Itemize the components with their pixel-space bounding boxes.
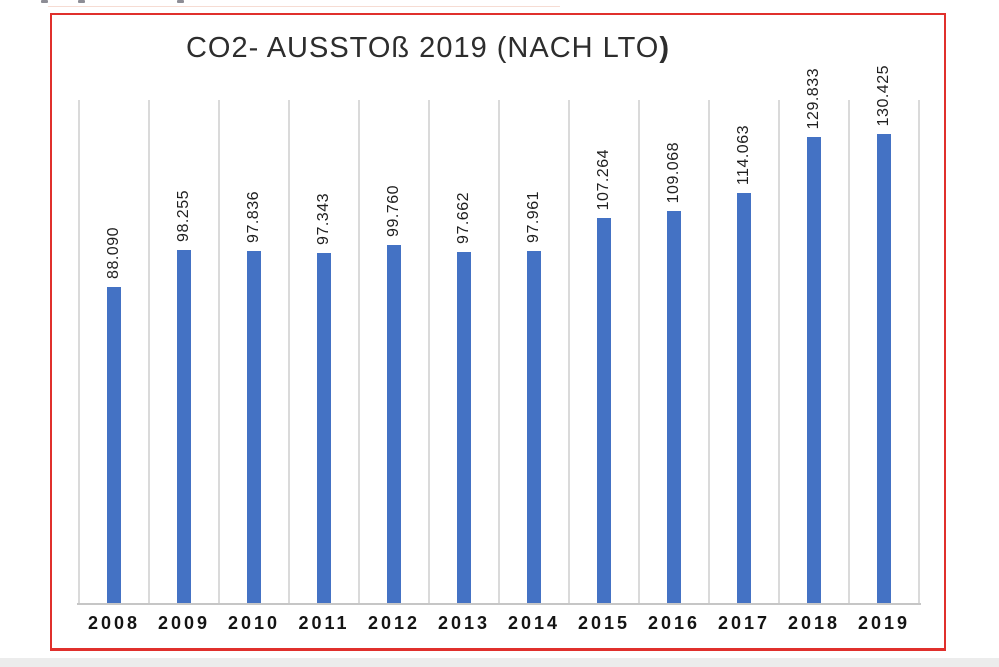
page-edge-strip	[0, 658, 999, 667]
x-tick-label-2011: 2011	[298, 613, 350, 633]
bar-value-label: 114.063	[735, 124, 752, 185]
gridline	[638, 100, 640, 603]
bar-value-label: 129.833	[805, 67, 822, 129]
chart-title-text: CO2- AUSSTOß 2019 (NACH LTO	[185, 32, 660, 64]
bar-2009	[177, 250, 191, 603]
bar-value-label: 97.343	[315, 193, 332, 245]
bar-2015	[597, 218, 611, 603]
x-axis-tick-labels: 2008 2009 2010 2011 2012 2013 2014 2015 2016 2017…	[79, 613, 919, 641]
bar-value-label: 88.090	[105, 227, 122, 279]
bar-value-label: 130.425	[875, 64, 892, 126]
bar-value-label: 99.760	[385, 185, 402, 237]
chart-title-closing-paren: )	[659, 32, 671, 64]
bar-value-label: 109.068	[665, 141, 682, 203]
x-tick-label-2014: 2014	[507, 613, 561, 633]
chart-frame: CO2- AUSSTOß 2019 (NACH LTO) 88.090 98.25…	[50, 13, 946, 651]
x-tick-label-2019: 2019	[857, 613, 911, 633]
bar-value-label: 97.662	[455, 192, 472, 244]
gridline	[498, 100, 500, 603]
gridline	[78, 100, 80, 603]
x-tick-label-2018: 2018	[787, 613, 841, 633]
x-tick-label-2009: 2009	[157, 613, 211, 633]
bar-2012	[387, 245, 401, 603]
bar-value-label: 98.255	[175, 190, 192, 242]
gridline	[428, 100, 430, 603]
bar-value-label: 107.264	[595, 148, 612, 210]
gridline	[708, 100, 710, 603]
cropped-text-remnant	[41, 0, 48, 3]
gridline	[568, 100, 570, 603]
gridline	[918, 100, 920, 603]
cropped-text-remnant	[78, 0, 85, 3]
bar-2010	[247, 251, 261, 603]
bar-2019	[877, 134, 891, 603]
gridline	[358, 100, 360, 603]
gridline	[848, 100, 850, 603]
gridline	[148, 100, 150, 603]
x-tick-label-2008: 2008	[87, 613, 141, 633]
x-tick-label-2015: 2015	[577, 613, 631, 633]
gridline	[218, 100, 220, 603]
x-tick-label-2013: 2013	[437, 613, 491, 633]
chart-title: CO2- AUSSTOß 2019 (NACH LTO)	[52, 32, 804, 65]
gridline	[778, 100, 780, 603]
bar-2014	[527, 251, 541, 603]
cropped-line-remnant	[48, 6, 560, 7]
bar-2018	[807, 137, 821, 603]
bar-2011	[317, 253, 331, 603]
plot-area: 88.090 98.255 97.836 97.343 99.760 97.662 97.9…	[77, 65, 921, 605]
cropped-text-remnant	[177, 0, 184, 3]
bar-value-label: 97.836	[245, 191, 262, 243]
bar-2008	[107, 287, 121, 603]
bar-value-label: 97.961	[525, 191, 542, 243]
x-tick-label-2012: 2012	[367, 613, 421, 633]
bar-2017	[737, 193, 751, 603]
bar-2013	[457, 252, 471, 603]
bar-2016	[667, 211, 681, 603]
x-axis-line	[77, 603, 921, 605]
x-tick-label-2010: 2010	[227, 613, 281, 633]
x-tick-label-2017: 2017	[717, 613, 771, 633]
x-tick-label-2016: 2016	[647, 613, 701, 633]
gridline	[288, 100, 290, 603]
